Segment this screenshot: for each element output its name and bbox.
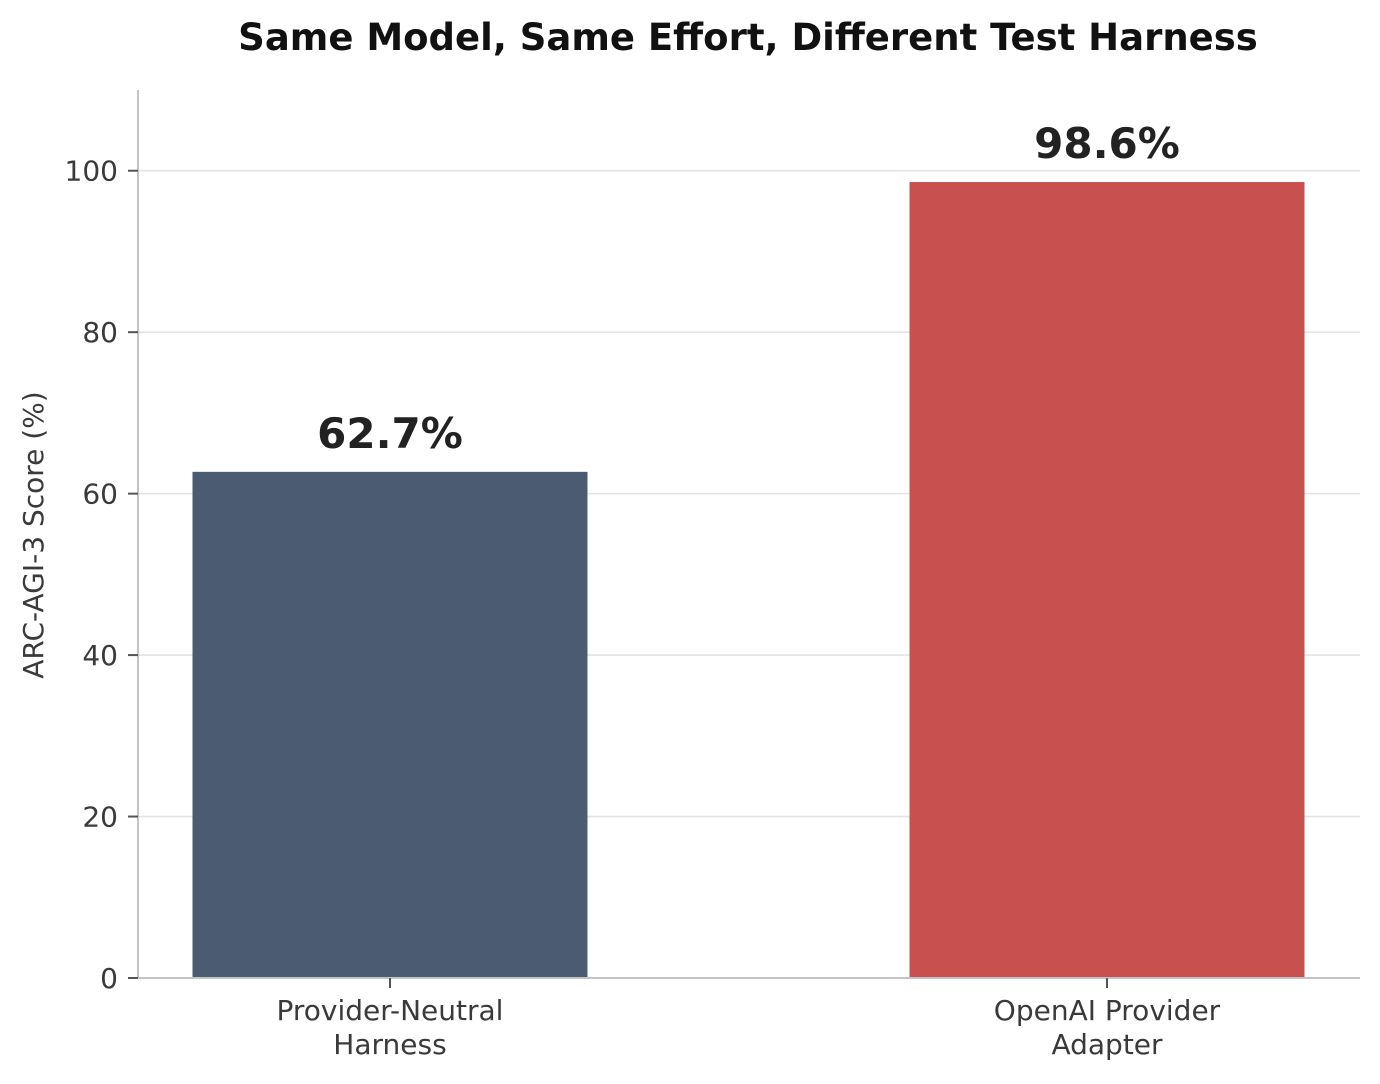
bar — [909, 182, 1305, 978]
x-tick-label: Provider-Neutral — [277, 994, 504, 1027]
bar — [192, 471, 588, 978]
x-tick-label: OpenAI Provider — [994, 994, 1221, 1027]
data-label-layer: 62.7% 98.6% — [317, 119, 1180, 458]
y-tick-label: 60 — [82, 478, 118, 511]
axis-layer — [137, 90, 1360, 979]
y-tick-label: 0 — [100, 962, 118, 995]
bar-value-label: 62.7% — [317, 409, 463, 458]
x-tick-label: Harness — [333, 1028, 446, 1061]
y-tick-label: 20 — [82, 801, 118, 834]
y-tick-layer: 0 20 40 60 80 100 — [65, 155, 138, 995]
bar-layer — [192, 182, 1305, 978]
y-axis-title: ARC-AGI-3 Score (%) — [17, 391, 50, 678]
bar-value-label: 98.6% — [1034, 119, 1180, 168]
x-tick-label: Adapter — [1051, 1028, 1163, 1061]
y-tick-label: 100 — [65, 155, 118, 188]
y-tick-label: 40 — [82, 639, 118, 672]
y-tick-label: 80 — [82, 316, 118, 349]
chart-title: Same Model, Same Effort, Different Test … — [238, 16, 1258, 59]
